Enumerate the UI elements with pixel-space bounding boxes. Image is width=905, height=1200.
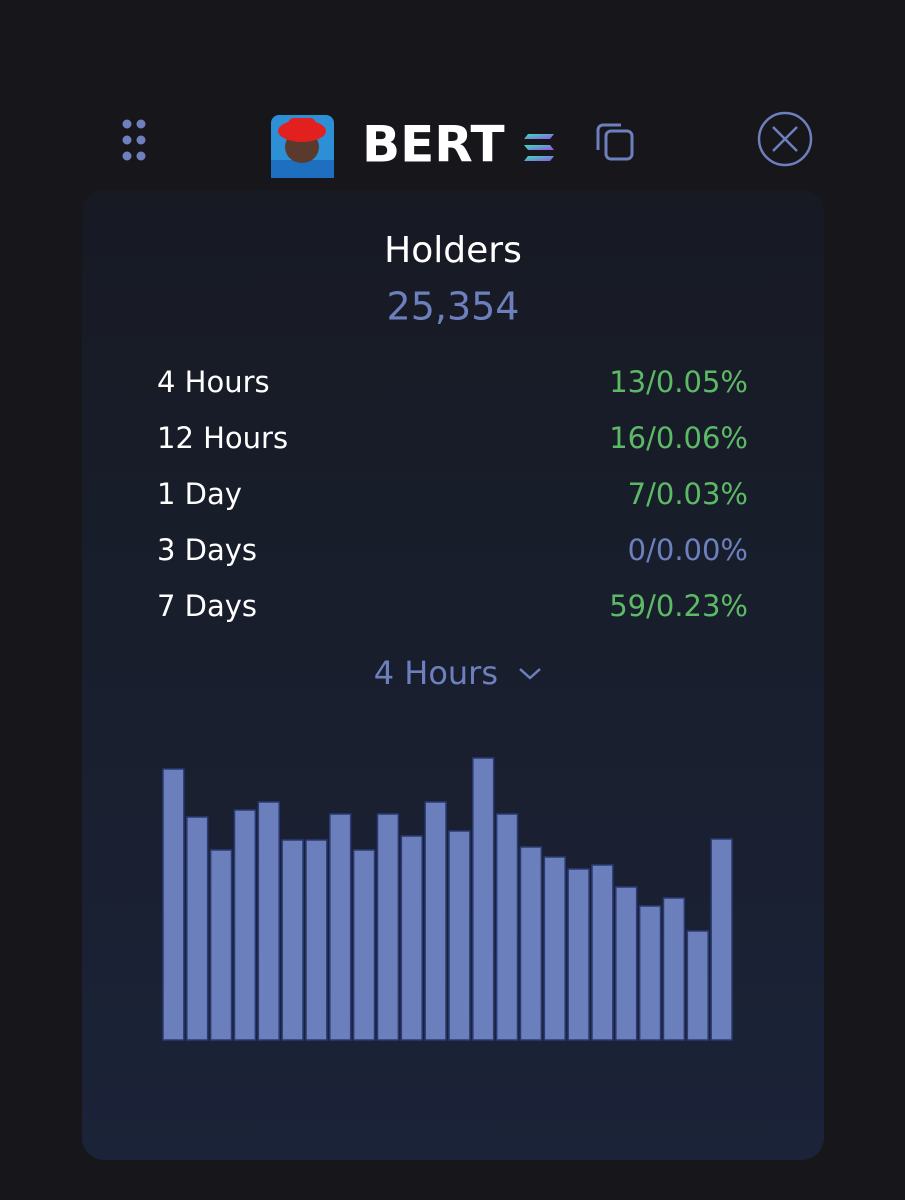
bar (615, 886, 638, 1041)
bar (567, 868, 590, 1041)
bar (352, 849, 376, 1041)
bar (519, 846, 543, 1041)
close-button[interactable] (757, 111, 813, 167)
selector-label[interactable]: 4 Hours (374, 654, 498, 692)
bar (209, 849, 233, 1041)
bar (543, 856, 566, 1041)
bar (472, 757, 495, 1041)
holder-rows: 4 Hours 13/0.05% 12 Hours 16/0.06% 1 Day 7/0.… (157, 365, 748, 623)
holders-title: Holders (384, 230, 522, 271)
chain-icon (524, 134, 554, 161)
bar (162, 768, 185, 1041)
row-value: 7/0.03% (628, 477, 748, 511)
bar (448, 830, 471, 1041)
bar (376, 813, 400, 1041)
bar (281, 839, 304, 1041)
drag-handle[interactable] (122, 119, 146, 161)
bar (186, 816, 209, 1041)
row-label: 1 Day (157, 477, 242, 511)
row-value: 0/0.00% (628, 533, 748, 567)
bar (662, 897, 686, 1041)
bar-chart (162, 757, 733, 1041)
bar (257, 801, 280, 1041)
period-selector[interactable]: 4 Hours (374, 654, 541, 692)
bar (329, 813, 352, 1041)
bar (638, 905, 662, 1041)
row-value: 13/0.05% (609, 365, 748, 399)
bar (710, 838, 733, 1041)
row-value: 16/0.06% (609, 421, 748, 455)
bar (424, 801, 447, 1041)
row-label: 7 Days (157, 589, 257, 623)
bar (400, 835, 423, 1041)
bar (686, 930, 709, 1041)
copy-button[interactable] (596, 123, 634, 161)
chevron (519, 668, 541, 680)
bar (233, 809, 257, 1041)
bar (495, 813, 519, 1041)
row-label: 4 Hours (157, 365, 270, 399)
holders-total: 25,354 (387, 285, 520, 329)
row-label: 3 Days (157, 533, 257, 567)
row-value: 59/0.23% (609, 589, 748, 623)
bar (305, 839, 328, 1041)
row-label: 12 Hours (157, 421, 288, 455)
token-name: BERT (362, 116, 505, 174)
token-avatar (271, 115, 334, 178)
bar (591, 864, 614, 1041)
